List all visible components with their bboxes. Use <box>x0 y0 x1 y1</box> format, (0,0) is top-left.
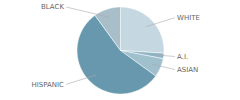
svg-text:BLACK: BLACK <box>41 3 64 11</box>
svg-text:WHITE: WHITE <box>177 14 200 22</box>
svg-text:A.I.: A.I. <box>177 53 188 61</box>
svg-text:HISPANIC: HISPANIC <box>31 81 64 89</box>
svg-text:ASIAN: ASIAN <box>177 66 198 74</box>
